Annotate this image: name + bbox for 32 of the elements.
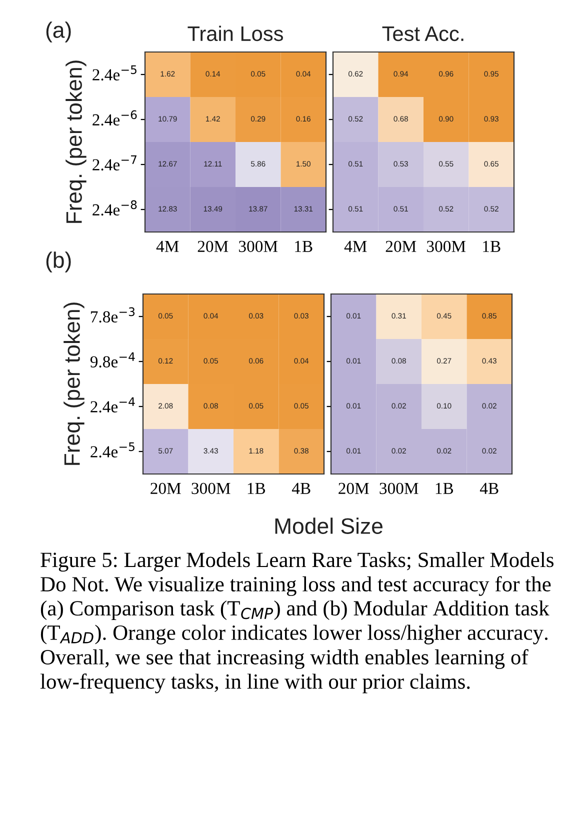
chart-title: Test Acc.: [382, 26, 464, 42]
x-tick-label: 300M: [380, 482, 418, 494]
x-tick-label: 300M: [192, 482, 230, 494]
text: Figure 5: Larger Models Learn Rare Tasks; Smaller Models Do Not. We visualize training loss and test accuracy for the (a) Comparison task (T$_{CMP}$) and (b) Modular Addition task (T$_{ADD}$). Orange color indicates lower loss/higher accuracy. Overall, we see that increasing width enables learning of low-frequency tasks, in line with our prior claims.: [40, 552, 554, 694]
y-tick-label: 2.4e$^{−8}$: [92, 200, 137, 216]
text: (a): [46, 22, 71, 42]
text: (b): [46, 252, 71, 272]
x-tick-label: 1B: [483, 240, 500, 252]
y-tick-label: 2.4e$^{−6}$: [92, 110, 137, 126]
y-tick-label: 2.4e$^{−7}$: [92, 155, 136, 171]
chart-title: Train Loss: [188, 26, 283, 42]
x-tick-label: 4M: [156, 240, 179, 252]
y-tick-label: 7.8e$^{−3}$: [90, 307, 135, 323]
x-tick-label: 4B: [292, 482, 310, 494]
y-tick-label: 2.4e$^{−5}$: [92, 65, 136, 81]
x-tick-label: 1B: [436, 482, 454, 494]
y-tick-label: 2.4e$^{−5}$: [90, 442, 134, 458]
x-tick-label: 20M: [198, 240, 228, 252]
y-axis-title: Freq. (per token): [64, 302, 84, 465]
x-tick-label: 4B: [480, 482, 498, 494]
y-axis-title: Freq. (per token): [66, 60, 86, 223]
x-tick-label: 300M: [239, 240, 278, 252]
x-tick-label: 4M: [344, 240, 367, 252]
x-tick-label: 1B: [295, 240, 312, 252]
x-tick-label: 20M: [338, 482, 369, 494]
x-axis-title: Model Size: [275, 518, 382, 534]
x-tick-label: 20M: [150, 482, 181, 494]
x-tick-label: 1B: [248, 482, 266, 494]
x-tick-label: 300M: [427, 240, 466, 252]
y-tick-label: 9.8e$^{−4}$: [90, 352, 135, 368]
y-tick-label: 2.4e$^{−4}$: [90, 397, 135, 413]
x-tick-label: 20M: [386, 240, 416, 252]
